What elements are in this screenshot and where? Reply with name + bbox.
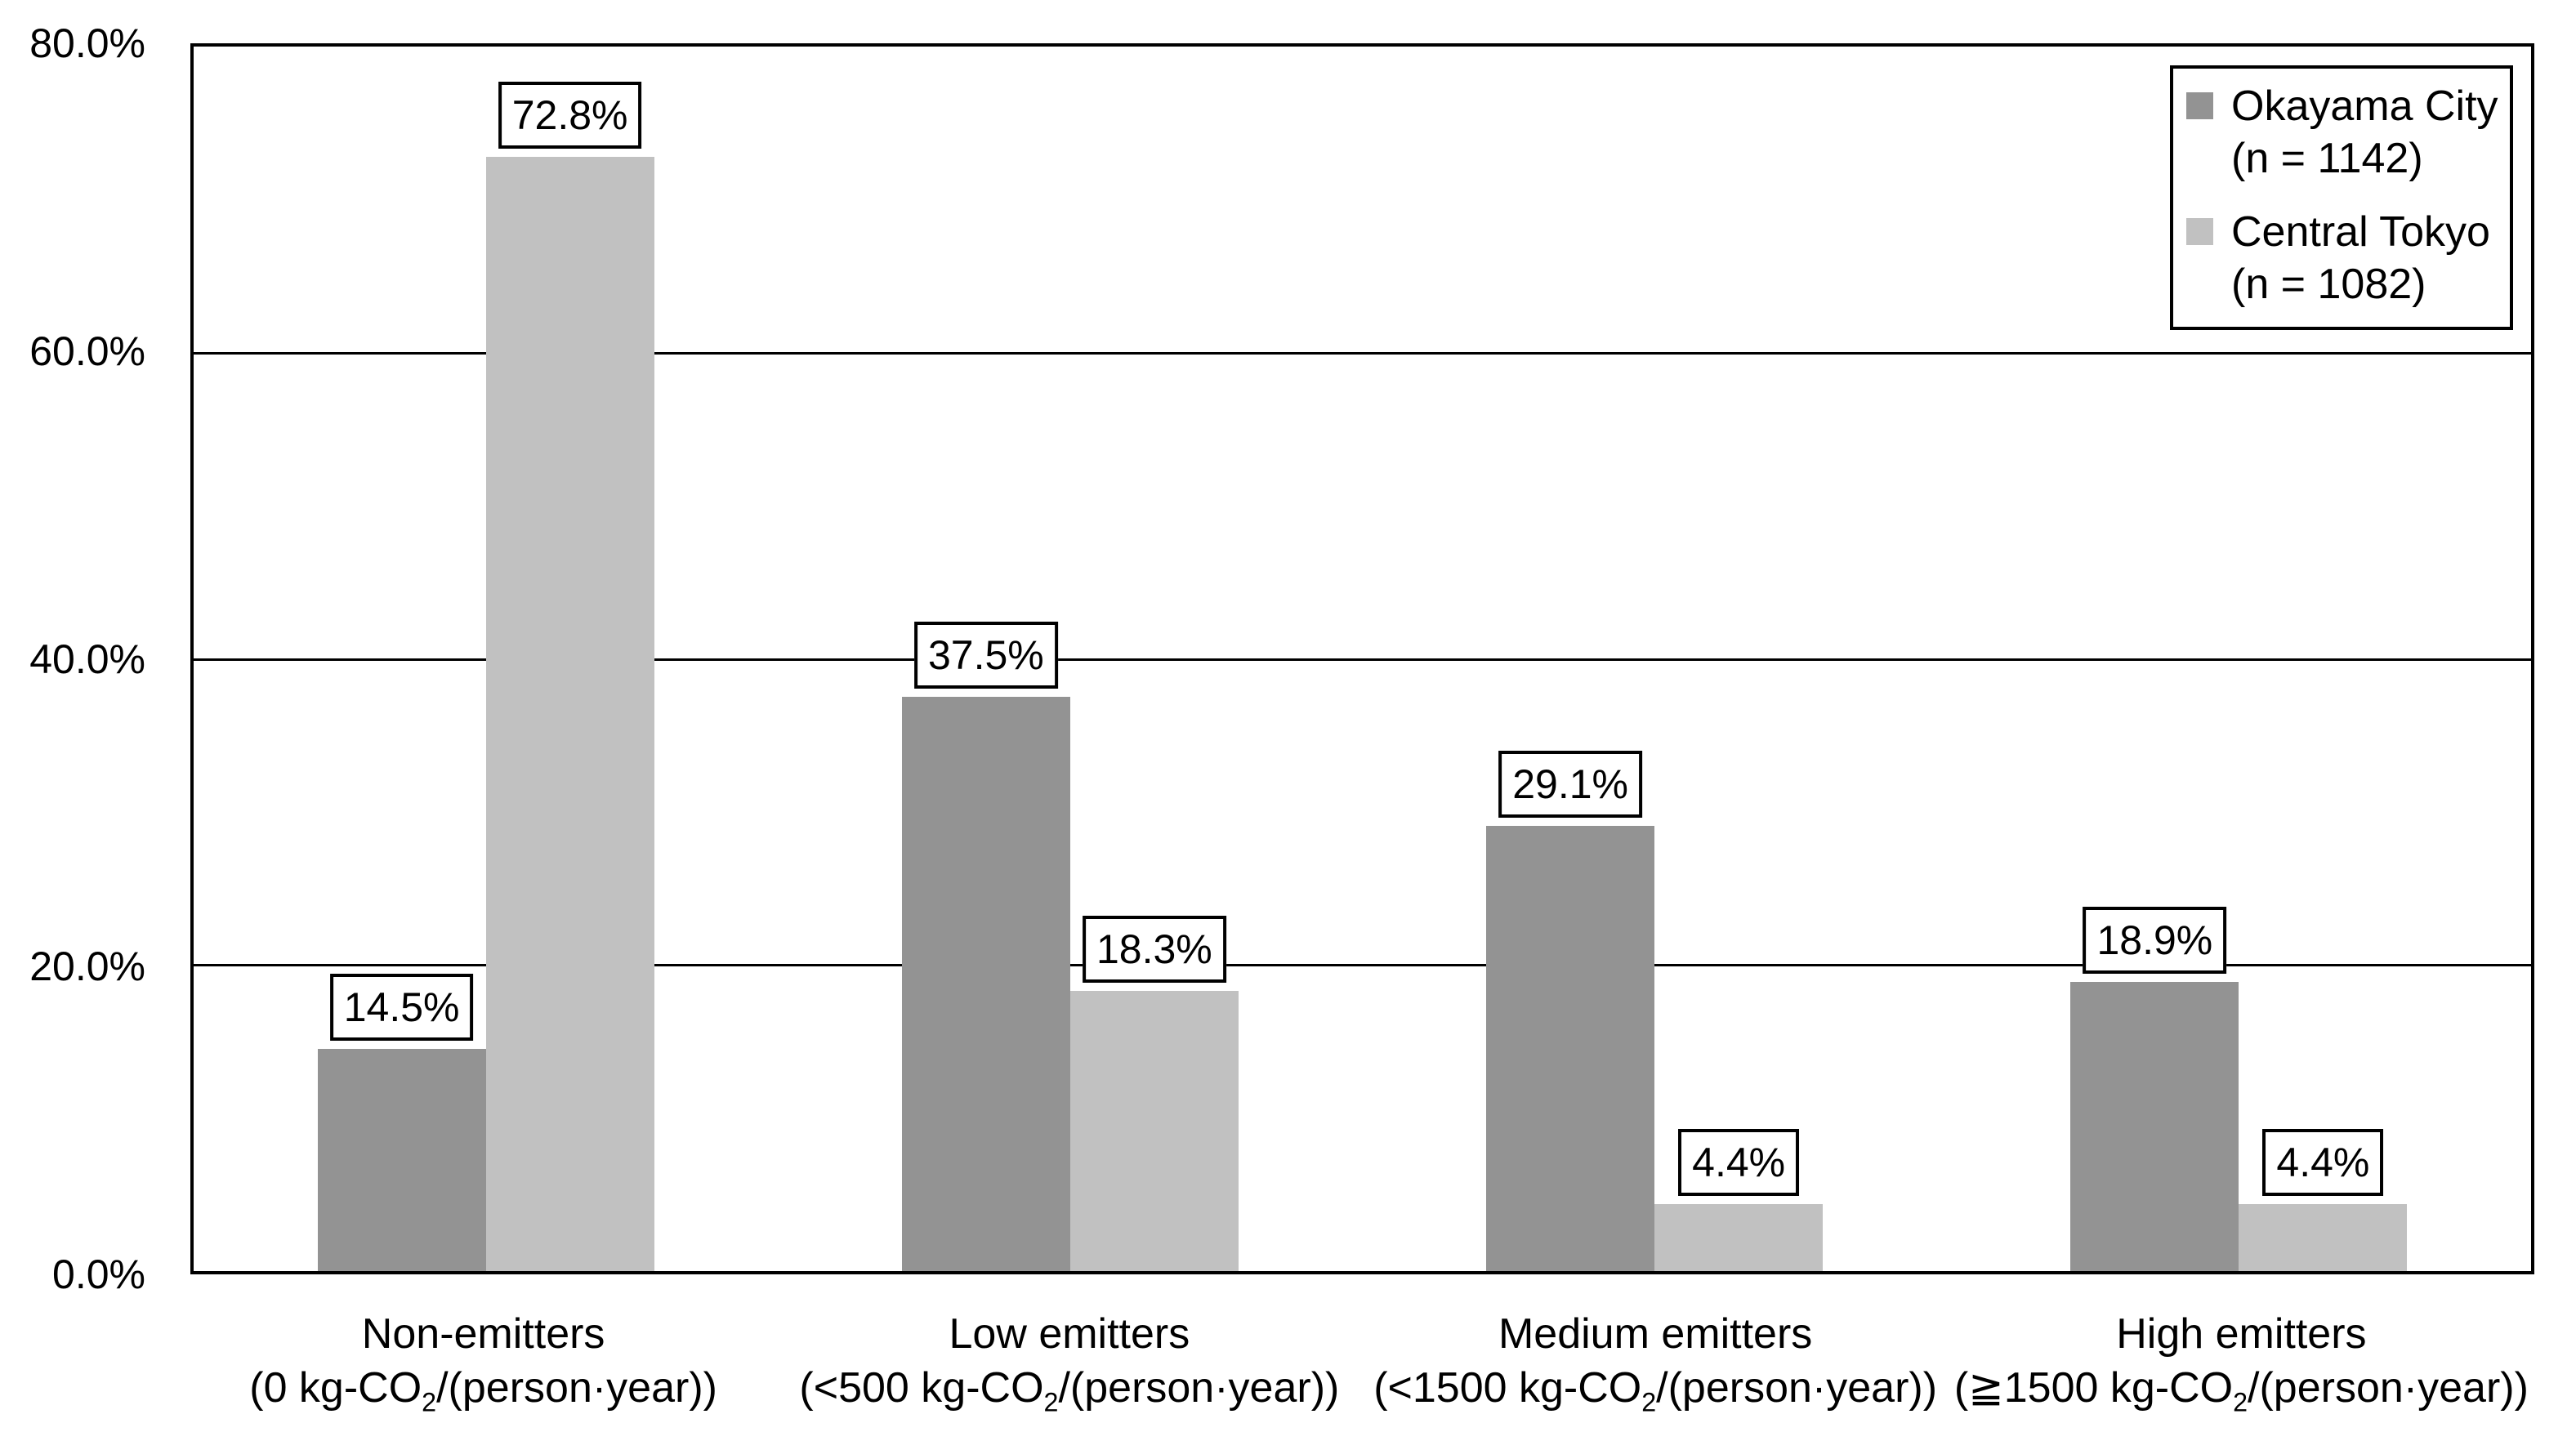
legend-series-name: Okayama City <box>2231 83 2498 130</box>
value-label: 18.9% <box>2083 906 2227 974</box>
category-range: (<500 kg-CO2/(person·year)) <box>799 1364 1340 1417</box>
bar-pair: 14.5% 72.8% <box>194 47 778 1271</box>
legend-swatch-okayama-city <box>2186 92 2213 119</box>
legend-text-central-tokyo: Central Tokyo (n = 1082) <box>2231 206 2490 310</box>
bar-group-non-emitters: 14.5% 72.8% <box>194 47 778 1271</box>
gridlines <box>194 47 2531 1271</box>
bar-pair: 37.5% 18.3% <box>778 47 1362 1271</box>
category-label-medium-emitters: Medium emitters (<1500 kg-CO2/(person·yea… <box>1363 1278 1949 1417</box>
legend-item-central-tokyo: Central Tokyo (n = 1082) <box>2186 206 2503 310</box>
bar-okayama-city-high-emitters: 18.9% <box>2070 906 2239 1271</box>
bar-pair: 18.9% 4.4% <box>1947 47 2531 1271</box>
value-label: 4.4% <box>2262 1128 2384 1196</box>
bar-group-medium-emitters: 29.1% 4.4% <box>1363 47 1947 1271</box>
gridline <box>194 351 2531 355</box>
legend-item-okayama-city: Okayama City (n = 1142) <box>2186 80 2503 185</box>
value-label: 4.4% <box>1678 1128 1800 1196</box>
category-range: (≧1500 kg-CO2/(person·year)) <box>1953 1364 2529 1417</box>
value-label: 37.5% <box>913 622 1058 689</box>
category-name: Non-emitters <box>361 1310 605 1358</box>
bar-central-tokyo-medium-emitters: 4.4% <box>1654 1128 1824 1271</box>
bar-groups: 14.5% 72.8% 37.5% 18.3% 29.1% 4.4% 18.9% 4.4% <box>194 47 2531 1271</box>
bar-okayama-city-non-emitters: 14.5% <box>317 974 486 1271</box>
legend: Okayama City (n = 1142) Central Tokyo (n… <box>2170 65 2513 330</box>
legend-series-n: (n = 1082) <box>2231 261 2426 308</box>
category-name: High emitters <box>2116 1310 2367 1358</box>
value-label: 18.3% <box>1082 916 1226 984</box>
category-label-high-emitters: High emitters (≧1500 kg-CO2/(person·year)… <box>1949 1278 2534 1417</box>
bar-group-low-emitters: 37.5% 18.3% <box>778 47 1362 1271</box>
bar-okayama-city-medium-emitters: 29.1% <box>1486 750 1655 1271</box>
category-name: Low emitters <box>949 1310 1190 1358</box>
bar-okayama-city-low-emitters: 37.5% <box>901 622 1070 1271</box>
y-axis-tick-label: 0.0% <box>52 1251 145 1297</box>
bar-group-high-emitters: 18.9% 4.4% <box>1947 47 2531 1271</box>
y-axis-tick-label: 60.0% <box>29 328 145 374</box>
y-axis-tick-label: 80.0% <box>29 20 145 66</box>
bar-pair: 29.1% 4.4% <box>1363 47 1947 1271</box>
legend-swatch-central-tokyo <box>2186 218 2213 245</box>
legend-series-name: Central Tokyo <box>2231 208 2490 256</box>
bar-central-tokyo-high-emitters: 4.4% <box>2239 1128 2408 1271</box>
y-axis-tick-label: 20.0% <box>29 944 145 990</box>
legend-series-n: (n = 1142) <box>2231 135 2423 182</box>
gridline <box>194 658 2531 661</box>
legend-text-okayama-city: Okayama City (n = 1142) <box>2231 80 2498 185</box>
category-label-non-emitters: Non-emitters (0 kg-CO2/(person·year)) <box>190 1278 776 1417</box>
value-label: 29.1% <box>1498 750 1643 818</box>
y-axis-labels: 0.0% 20.0% 40.0% 60.0% 80.0% <box>0 23 190 1295</box>
category-label-low-emitters: Low emitters (<500 kg-CO2/(person·year)) <box>776 1278 1362 1417</box>
value-label: 72.8% <box>498 81 642 149</box>
y-axis-tick-label: 40.0% <box>29 636 145 682</box>
category-name: Medium emitters <box>1498 1310 1813 1358</box>
category-labels: Non-emitters (0 kg-CO2/(person·year)) Low … <box>190 1278 2534 1417</box>
plot-area: 14.5% 72.8% 37.5% 18.3% 29.1% 4.4% 18.9% 4.4% <box>190 43 2534 1274</box>
category-range: (0 kg-CO2/(person·year)) <box>249 1364 717 1417</box>
bar-central-tokyo-non-emitters: 72.8% <box>485 81 654 1271</box>
value-label: 14.5% <box>329 974 474 1042</box>
bar-central-tokyo-low-emitters: 18.3% <box>1069 916 1239 1271</box>
category-range: (<1500 kg-CO2/(person·year)) <box>1373 1364 1938 1417</box>
gridline <box>194 964 2531 967</box>
